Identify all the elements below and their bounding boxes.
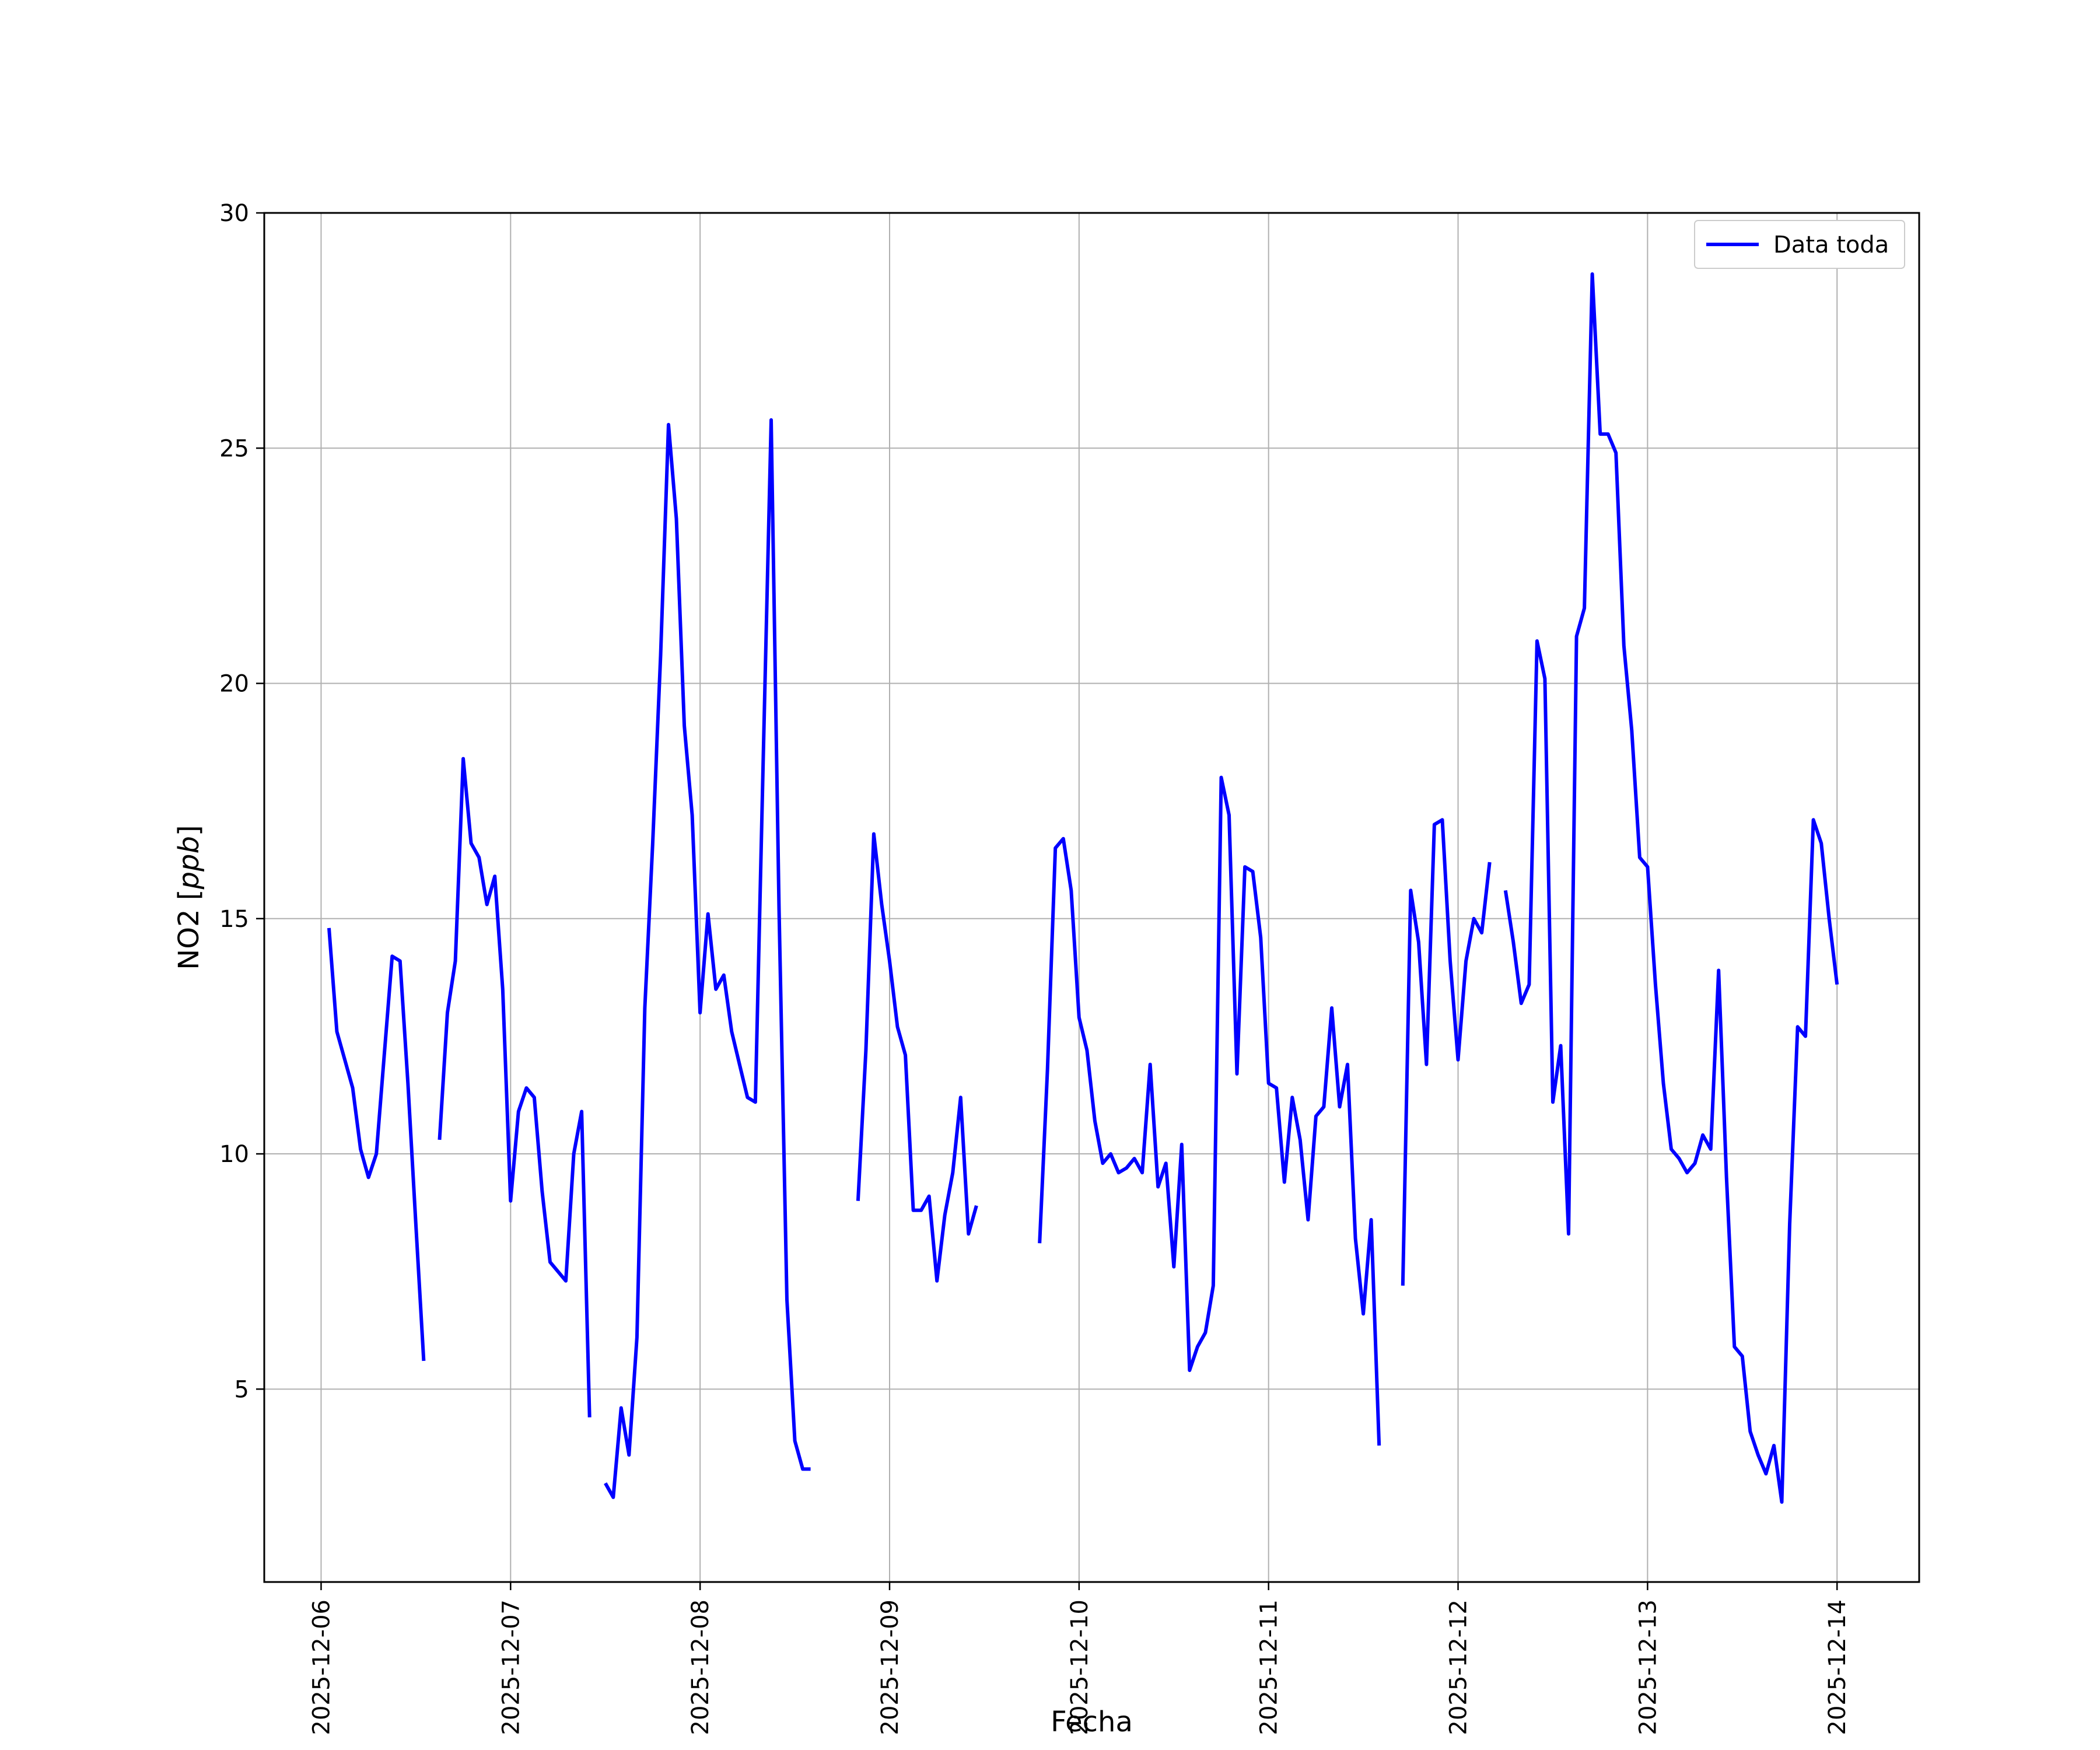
y-axis-title: NO2 [ppb]: [173, 825, 205, 970]
y-tick-label: 10: [219, 1141, 249, 1168]
legend: Data toda: [1694, 220, 1905, 269]
x-tick-label: 2025-12-10: [1066, 1600, 1093, 1735]
plot-frame: [263, 212, 1920, 1583]
x-tick-label: 2025-12-14: [1824, 1600, 1851, 1735]
x-axis-title: Fecha: [1051, 1706, 1133, 1738]
series-line-data-toda: [327, 272, 1839, 1504]
y-axis-title-close: ]: [173, 825, 205, 836]
legend-box: [1694, 220, 1905, 269]
x-tick-label: 2025-12-12: [1446, 1600, 1472, 1735]
y-tick-label: 15: [219, 906, 249, 933]
grid: [264, 212, 1919, 1582]
y-axis-title-main: NO2 [: [173, 889, 205, 970]
y-axis-ticks: 5 10 15 20 25 30: [219, 200, 264, 1403]
series-layer: [327, 272, 1839, 1504]
y-tick-label: 5: [235, 1376, 249, 1403]
y-tick-label: 25: [219, 435, 249, 462]
y-axis-title-unit: ppb: [173, 836, 205, 890]
x-tick-label: 2025-12-08: [687, 1600, 714, 1735]
x-axis-ticks: 2025-12-06 2025-12-07 2025-12-08 2025-12-09…: [308, 1582, 1851, 1735]
legend-entry-data-toda: Data toda: [1773, 232, 1889, 258]
x-tick-label: 2025-12-13: [1634, 1600, 1661, 1735]
x-tick-label: 2025-12-06: [308, 1600, 335, 1735]
y-tick-label: 30: [219, 200, 249, 227]
x-tick-label: 2025-12-11: [1256, 1600, 1283, 1735]
x-tick-label: 2025-12-09: [877, 1600, 904, 1735]
y-tick-label: 20: [219, 671, 249, 698]
x-tick-label: 2025-12-07: [498, 1600, 524, 1735]
